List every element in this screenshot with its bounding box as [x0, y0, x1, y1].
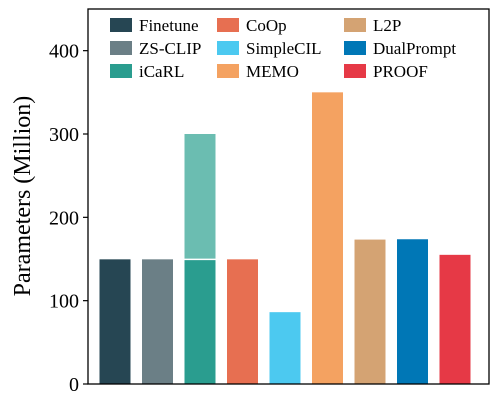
bars-group	[99, 92, 471, 384]
legend-label-l2p: L2P	[373, 16, 401, 35]
legend-label-zs-clip: ZS-CLIP	[139, 39, 201, 58]
y-tick-label-300: 300	[49, 124, 79, 146]
legend: Finetune ZS-CLIP iCaRL CoOp SimpleCIL MEMO L2P…	[110, 16, 456, 81]
y-tick-label-400: 400	[49, 41, 79, 63]
bar-memo	[312, 92, 343, 384]
legend-swatch-dualprompt	[344, 41, 366, 55]
legend-label-dualprompt: DualPrompt	[373, 39, 456, 58]
legend-label-memo: MEMO	[246, 62, 299, 81]
bar-icarl	[184, 259, 216, 384]
legend-swatch-zs-clip	[110, 41, 132, 55]
y-tick-label-200: 200	[49, 207, 79, 229]
y-axis-label: Parameters (Million)	[10, 96, 36, 297]
y-axis: 0 100 200 300 400	[49, 41, 88, 396]
legend-swatch-memo	[217, 64, 239, 78]
legend-swatch-finetune	[110, 18, 132, 32]
legend-swatch-proof	[344, 64, 366, 78]
legend-label-simplecil: SimpleCIL	[246, 39, 322, 58]
bar-finetune	[99, 259, 131, 384]
bar-l2p	[354, 239, 386, 384]
legend-label-icarl: iCaRL	[139, 62, 184, 81]
bar-zs-clip	[142, 259, 173, 384]
bar-icarl-extra	[184, 134, 216, 260]
y-tick-label-100: 100	[49, 291, 79, 313]
bar-coop	[227, 259, 258, 384]
legend-label-finetune: Finetune	[139, 16, 199, 35]
y-tick-label-0: 0	[69, 374, 79, 396]
legend-label-coop: CoOp	[246, 16, 287, 35]
legend-swatch-simplecil	[217, 41, 239, 55]
plot-frame	[87, 8, 490, 385]
legend-swatch-coop	[217, 18, 239, 32]
bar-proof	[439, 254, 471, 384]
legend-swatch-l2p	[344, 18, 366, 32]
legend-swatch-icarl	[110, 64, 132, 78]
bar-simplecil	[269, 312, 301, 384]
legend-label-proof: PROOF	[373, 62, 428, 81]
bar-dualprompt	[397, 239, 428, 384]
